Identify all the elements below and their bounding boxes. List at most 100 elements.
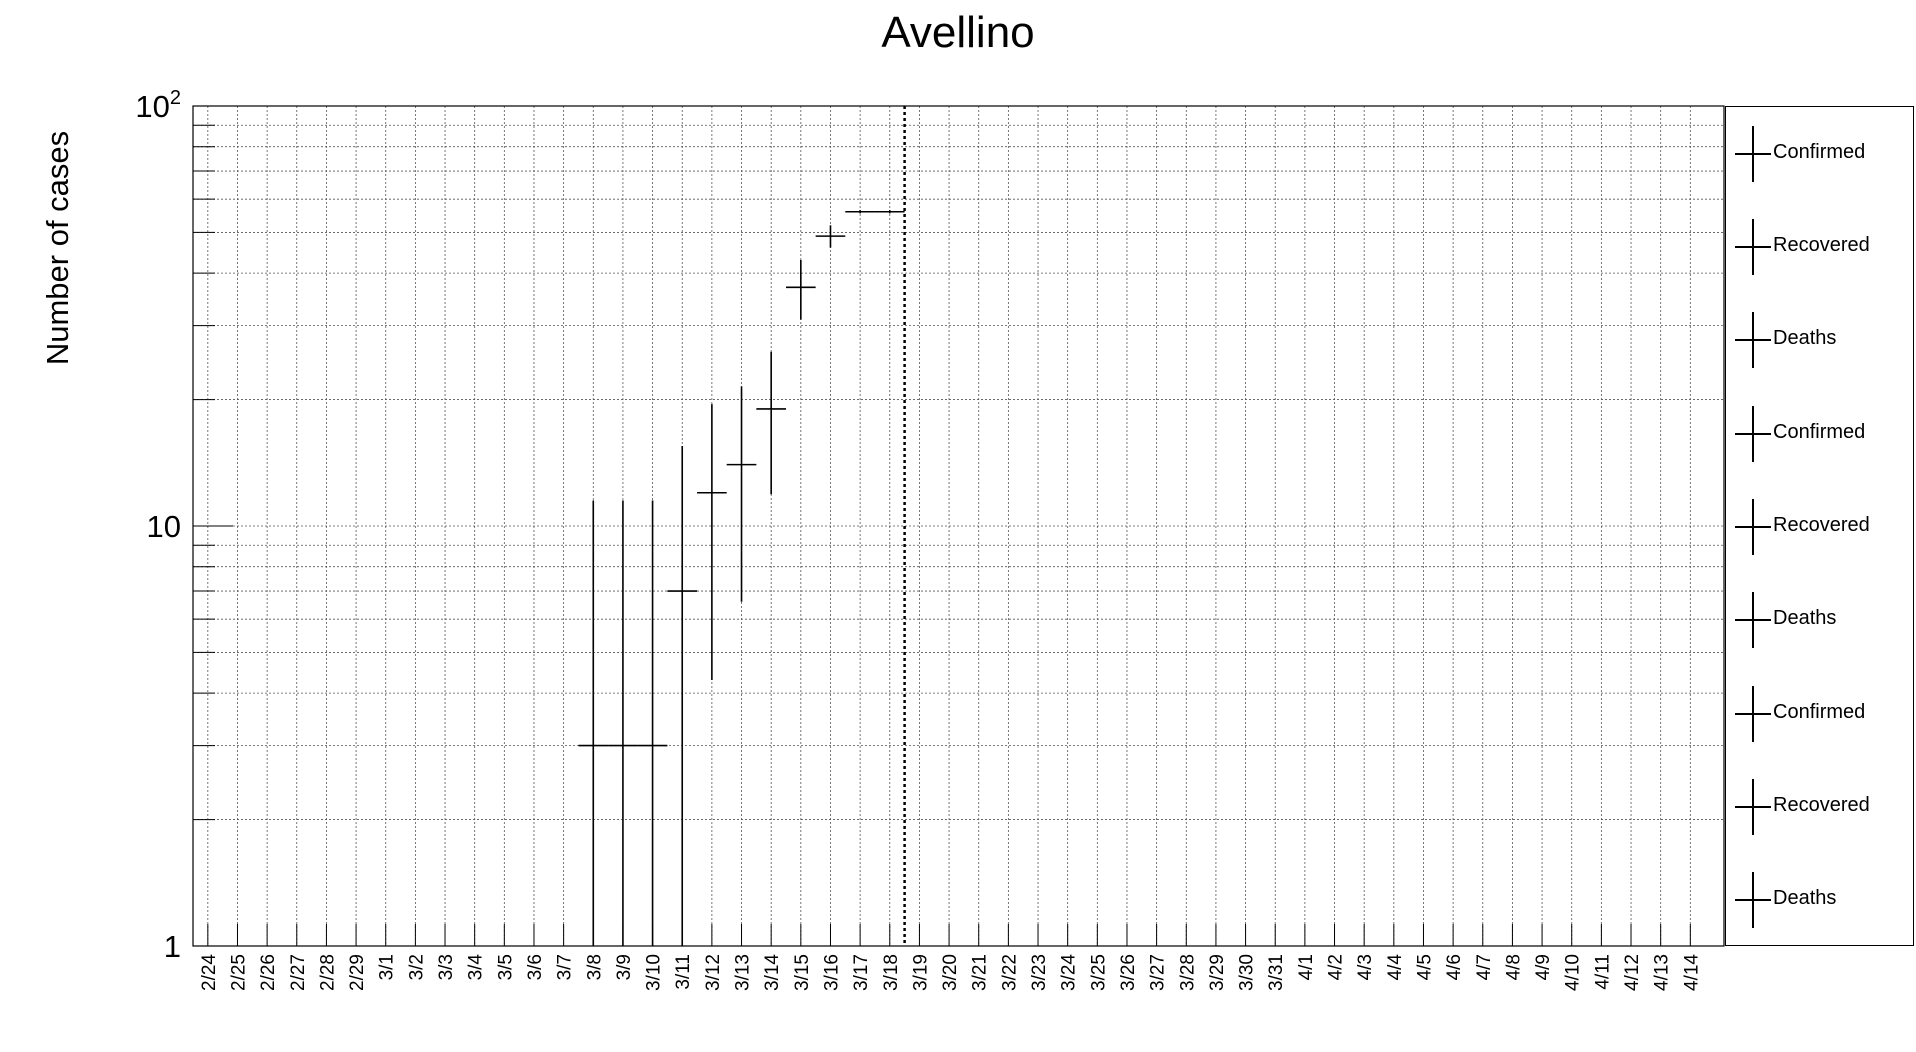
- legend-marker: [1735, 219, 1771, 275]
- legend-marker: [1735, 685, 1771, 742]
- x-tick-label: 3/23: [1029, 954, 1050, 991]
- x-tick-label: 2/26: [258, 954, 279, 991]
- chart-title: Avellino: [881, 8, 1035, 57]
- legend-item: Deaths: [1726, 870, 1915, 930]
- x-tick-label: 4/3: [1355, 954, 1376, 980]
- x-tick-label: 4/7: [1474, 954, 1495, 980]
- data-point: [845, 210, 875, 214]
- y-tick-label-base: 1: [164, 929, 181, 964]
- legend-item: Recovered: [1726, 777, 1915, 837]
- legend-label: Deaths: [1773, 327, 1837, 350]
- x-tick-label: 4/9: [1533, 954, 1554, 980]
- legend-item: Confirmed: [1726, 404, 1915, 464]
- legend-item: Recovered: [1726, 497, 1915, 557]
- x-tick-label: 4/2: [1326, 954, 1347, 980]
- x-tick-label: 3/11: [673, 954, 694, 990]
- x-tick-label: 3/3: [436, 954, 457, 980]
- x-tick-label: 3/29: [1207, 954, 1228, 991]
- legend-marker: [1735, 125, 1771, 182]
- legend-label: Recovered: [1773, 514, 1870, 536]
- x-tick-label: 2/27: [288, 954, 309, 991]
- y-tick-label: 1: [164, 929, 181, 964]
- legend-item: Confirmed: [1726, 684, 1915, 744]
- x-tick-label: 3/13: [733, 954, 754, 991]
- legend-marker: [1735, 592, 1771, 649]
- x-tick-label: 3/4: [466, 954, 487, 981]
- data-point: [667, 446, 698, 946]
- x-tick-label: 3/17: [851, 954, 872, 991]
- y-tick-label: 10: [147, 509, 181, 544]
- y-tick-label-base: 10: [147, 509, 181, 544]
- x-tick-label: 3/18: [881, 954, 902, 991]
- legend-item: Deaths: [1726, 590, 1915, 650]
- x-tick-label: 4/4: [1385, 954, 1406, 981]
- legend-marker: [1735, 779, 1771, 835]
- x-tick-label: 4/6: [1444, 954, 1465, 980]
- x-tick-label: 3/14: [762, 954, 783, 991]
- x-tick-label: 4/5: [1414, 954, 1435, 980]
- x-tick-label: 3/26: [1118, 954, 1139, 991]
- legend: Confirmed Recovered Deaths Confirmed Recover…: [1725, 106, 1914, 946]
- x-tick-label: 2/28: [317, 954, 338, 991]
- legend-label: Deaths: [1773, 607, 1837, 630]
- data-point: [726, 386, 757, 602]
- x-tick-label: 4/14: [1681, 954, 1702, 991]
- x-tick-label: 4/12: [1622, 954, 1643, 991]
- x-tick-label: 3/25: [1088, 954, 1109, 991]
- data-point: [815, 225, 846, 248]
- legend-label: Confirmed: [1773, 700, 1866, 723]
- x-tick-label: 4/1: [1296, 954, 1317, 980]
- x-tick-label: 3/9: [614, 954, 635, 980]
- legend-item: Confirmed: [1726, 124, 1915, 184]
- x-tick-label: 3/16: [821, 954, 842, 991]
- legend-label: Deaths: [1773, 887, 1837, 910]
- legend-item: Deaths: [1726, 310, 1915, 370]
- legend-label: Recovered: [1773, 794, 1870, 816]
- x-tick-label: 4/8: [1503, 954, 1524, 980]
- x-tick-label: 3/10: [644, 954, 665, 991]
- x-tick-label: 4/11: [1592, 954, 1613, 990]
- x-tick-label: 3/6: [525, 954, 546, 980]
- y-tick-label-exponent: 2: [170, 87, 181, 109]
- data-point: [608, 500, 638, 946]
- x-tick-label: 3/5: [495, 954, 516, 980]
- x-tick-label: 3/21: [970, 954, 991, 991]
- x-tick-label: 3/28: [1177, 954, 1198, 991]
- legend-marker: [1735, 499, 1771, 555]
- data-point: [786, 259, 816, 320]
- data-point: [874, 210, 905, 214]
- legend-label: Confirmed: [1773, 140, 1866, 163]
- x-tick-label: 3/31: [1266, 954, 1287, 991]
- data-point: [756, 351, 786, 495]
- y-tick-label-base: 10: [135, 89, 169, 124]
- x-tick-label: 3/15: [792, 954, 813, 991]
- x-tick-label: 3/24: [1059, 954, 1080, 991]
- legend-marker: [1735, 405, 1771, 462]
- x-tick-label: 3/1: [377, 954, 398, 980]
- legend-marker: [1735, 872, 1771, 929]
- legend-item: Recovered: [1726, 217, 1915, 277]
- x-tick-label: 3/7: [555, 954, 576, 980]
- x-tick-label: 3/20: [940, 954, 961, 991]
- x-tick-label: 3/19: [910, 954, 931, 991]
- legend-marker: [1735, 312, 1771, 369]
- x-tick-label: 2/24: [199, 954, 220, 991]
- x-tick-label: 3/22: [999, 954, 1020, 991]
- x-tick-label: 2/25: [228, 954, 249, 991]
- x-tick-label: 3/2: [406, 954, 427, 980]
- x-tick-label: 3/8: [584, 954, 605, 980]
- x-tick-label: 3/27: [1148, 954, 1169, 991]
- legend-label: Recovered: [1773, 234, 1870, 256]
- data-point: [697, 404, 727, 680]
- data-point: [578, 500, 609, 946]
- x-tick-label: 4/10: [1563, 954, 1584, 991]
- x-tick-label: 4/13: [1652, 954, 1673, 991]
- data-point: [637, 500, 668, 946]
- grid-layer: [193, 106, 1724, 946]
- data-layer: [578, 210, 905, 946]
- y-tick-label: 102: [135, 87, 181, 124]
- x-tick-label: 3/12: [703, 954, 724, 991]
- legend-label: Confirmed: [1773, 420, 1866, 443]
